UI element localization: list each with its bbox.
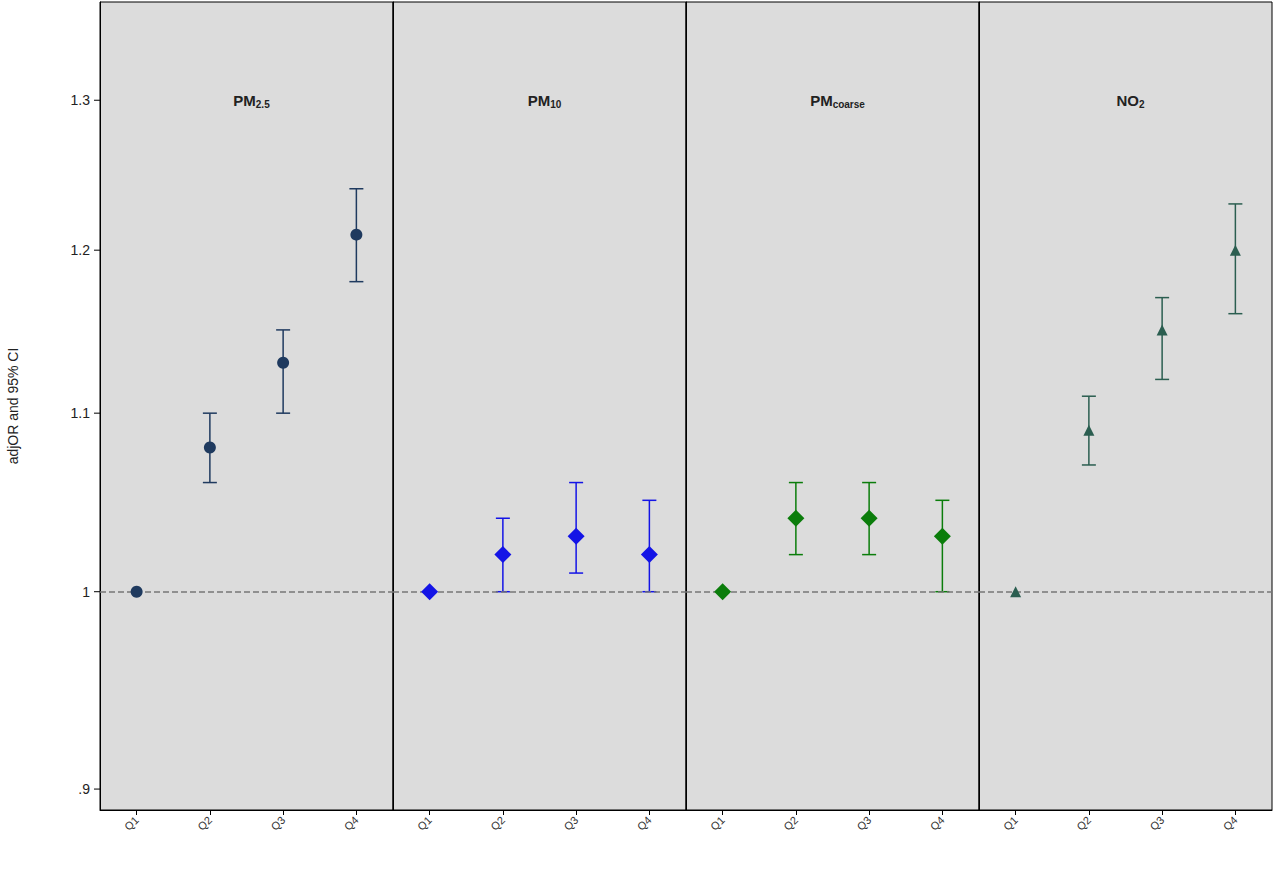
svg-text:Q4: Q4 [342,814,361,833]
svg-text:PM: PM [233,92,256,109]
svg-text:PM: PM [528,92,551,109]
svg-text:1.1: 1.1 [71,405,91,421]
svg-text:1.2: 1.2 [71,242,91,258]
svg-text:Q2: Q2 [781,814,800,833]
svg-text:Q2: Q2 [195,814,214,833]
svg-text:1.3: 1.3 [71,92,91,108]
svg-text:Q1: Q1 [1001,814,1020,833]
svg-text:Q3: Q3 [1148,814,1167,833]
svg-text:Q2: Q2 [488,814,507,833]
svg-text:2.5: 2.5 [256,99,270,110]
svg-text:Q1: Q1 [122,814,141,833]
svg-text:Q4: Q4 [1221,814,1240,833]
svg-text:Q4: Q4 [635,814,654,833]
svg-text:10: 10 [550,99,562,110]
svg-text:Q3: Q3 [269,814,288,833]
svg-text:NO: NO [1116,92,1139,109]
svg-text:1: 1 [82,584,90,600]
svg-text:Q2: Q2 [1074,814,1093,833]
svg-text:Q1: Q1 [708,814,727,833]
svg-text:Q3: Q3 [562,814,581,833]
svg-text:Q1: Q1 [415,814,434,833]
svg-text:adjOR and 95% CI: adjOR and 95% CI [5,348,21,465]
svg-text:.9: .9 [78,781,90,797]
svg-text:PM: PM [810,92,833,109]
svg-text:Q4: Q4 [928,814,947,833]
svg-text:Q3: Q3 [855,814,874,833]
svg-text:coarse: coarse [833,99,866,110]
svg-text:2: 2 [1139,99,1145,110]
